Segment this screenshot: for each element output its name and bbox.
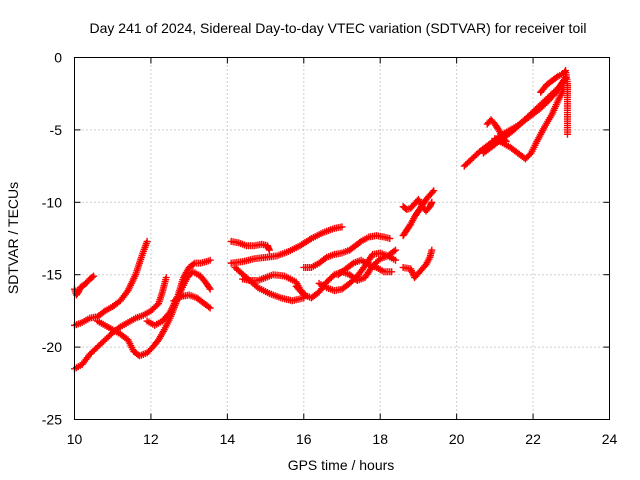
series-track-20 [491, 85, 568, 163]
y-tick-label: -10 [42, 194, 62, 210]
data-point-markers [93, 268, 214, 360]
data-point-markers [227, 237, 273, 254]
chart-title: Day 241 of 2024, Sidereal Day-to-day VTE… [90, 20, 587, 36]
y-tick-label: 0 [54, 50, 62, 66]
series-track-15 [399, 246, 436, 282]
axis-ticks [74, 57, 610, 420]
x-axis-label: GPS time / hours [288, 457, 395, 473]
series-track-22 [537, 67, 571, 138]
series-track-12 [292, 252, 399, 302]
series-track-21 [483, 116, 510, 145]
data-point-markers [227, 223, 346, 267]
data-point-markers [479, 74, 570, 157]
data-point-markers [399, 187, 438, 240]
data-point-markers [491, 85, 568, 163]
y-tick-label: -5 [50, 122, 63, 138]
x-tick-label: 24 [602, 431, 618, 447]
series-track-7 [227, 237, 273, 254]
x-tick-label: 12 [143, 431, 159, 447]
y-tick-label: -25 [42, 412, 62, 428]
series-track-6 [170, 291, 214, 312]
data-points [71, 67, 571, 373]
data-point-markers [537, 67, 571, 138]
y-axis-label: SDTVAR / TECUs [5, 182, 21, 294]
x-tick-label: 22 [525, 431, 541, 447]
series-track-8 [227, 223, 346, 267]
data-point-markers [315, 246, 399, 295]
x-tick-label: 10 [67, 431, 83, 447]
x-tick-label: 14 [220, 431, 236, 447]
x-tick-labels: 10 12 14 16 18 20 22 24 [67, 431, 618, 447]
data-point-markers [399, 195, 436, 215]
data-point-markers [143, 256, 214, 329]
data-point-markers [170, 291, 214, 312]
data-point-markers [460, 77, 568, 170]
y-tick-label: -15 [42, 267, 62, 283]
series-track-5 [143, 256, 214, 329]
series-track-16 [399, 187, 438, 240]
data-point-markers [399, 246, 436, 282]
series-track-18 [460, 77, 568, 170]
x-tick-label: 16 [296, 431, 312, 447]
series-track-4 [93, 268, 214, 360]
data-point-markers [483, 116, 510, 145]
data-point-markers [300, 232, 394, 271]
y-tick-labels: 0 -5 -10 -15 -20 -25 [42, 50, 62, 428]
y-tick-label: -20 [42, 339, 62, 355]
x-tick-label: 18 [372, 431, 388, 447]
data-point-markers [334, 256, 396, 279]
series-track-11 [300, 232, 394, 271]
x-tick-label: 20 [449, 431, 465, 447]
plot-frame [74, 57, 610, 420]
data-point-markers [292, 252, 399, 302]
series-track-13 [315, 246, 399, 295]
grid-lines [74, 57, 610, 420]
series-track-14 [334, 256, 396, 279]
series-track-19 [479, 74, 570, 157]
series-track-17 [399, 195, 436, 215]
